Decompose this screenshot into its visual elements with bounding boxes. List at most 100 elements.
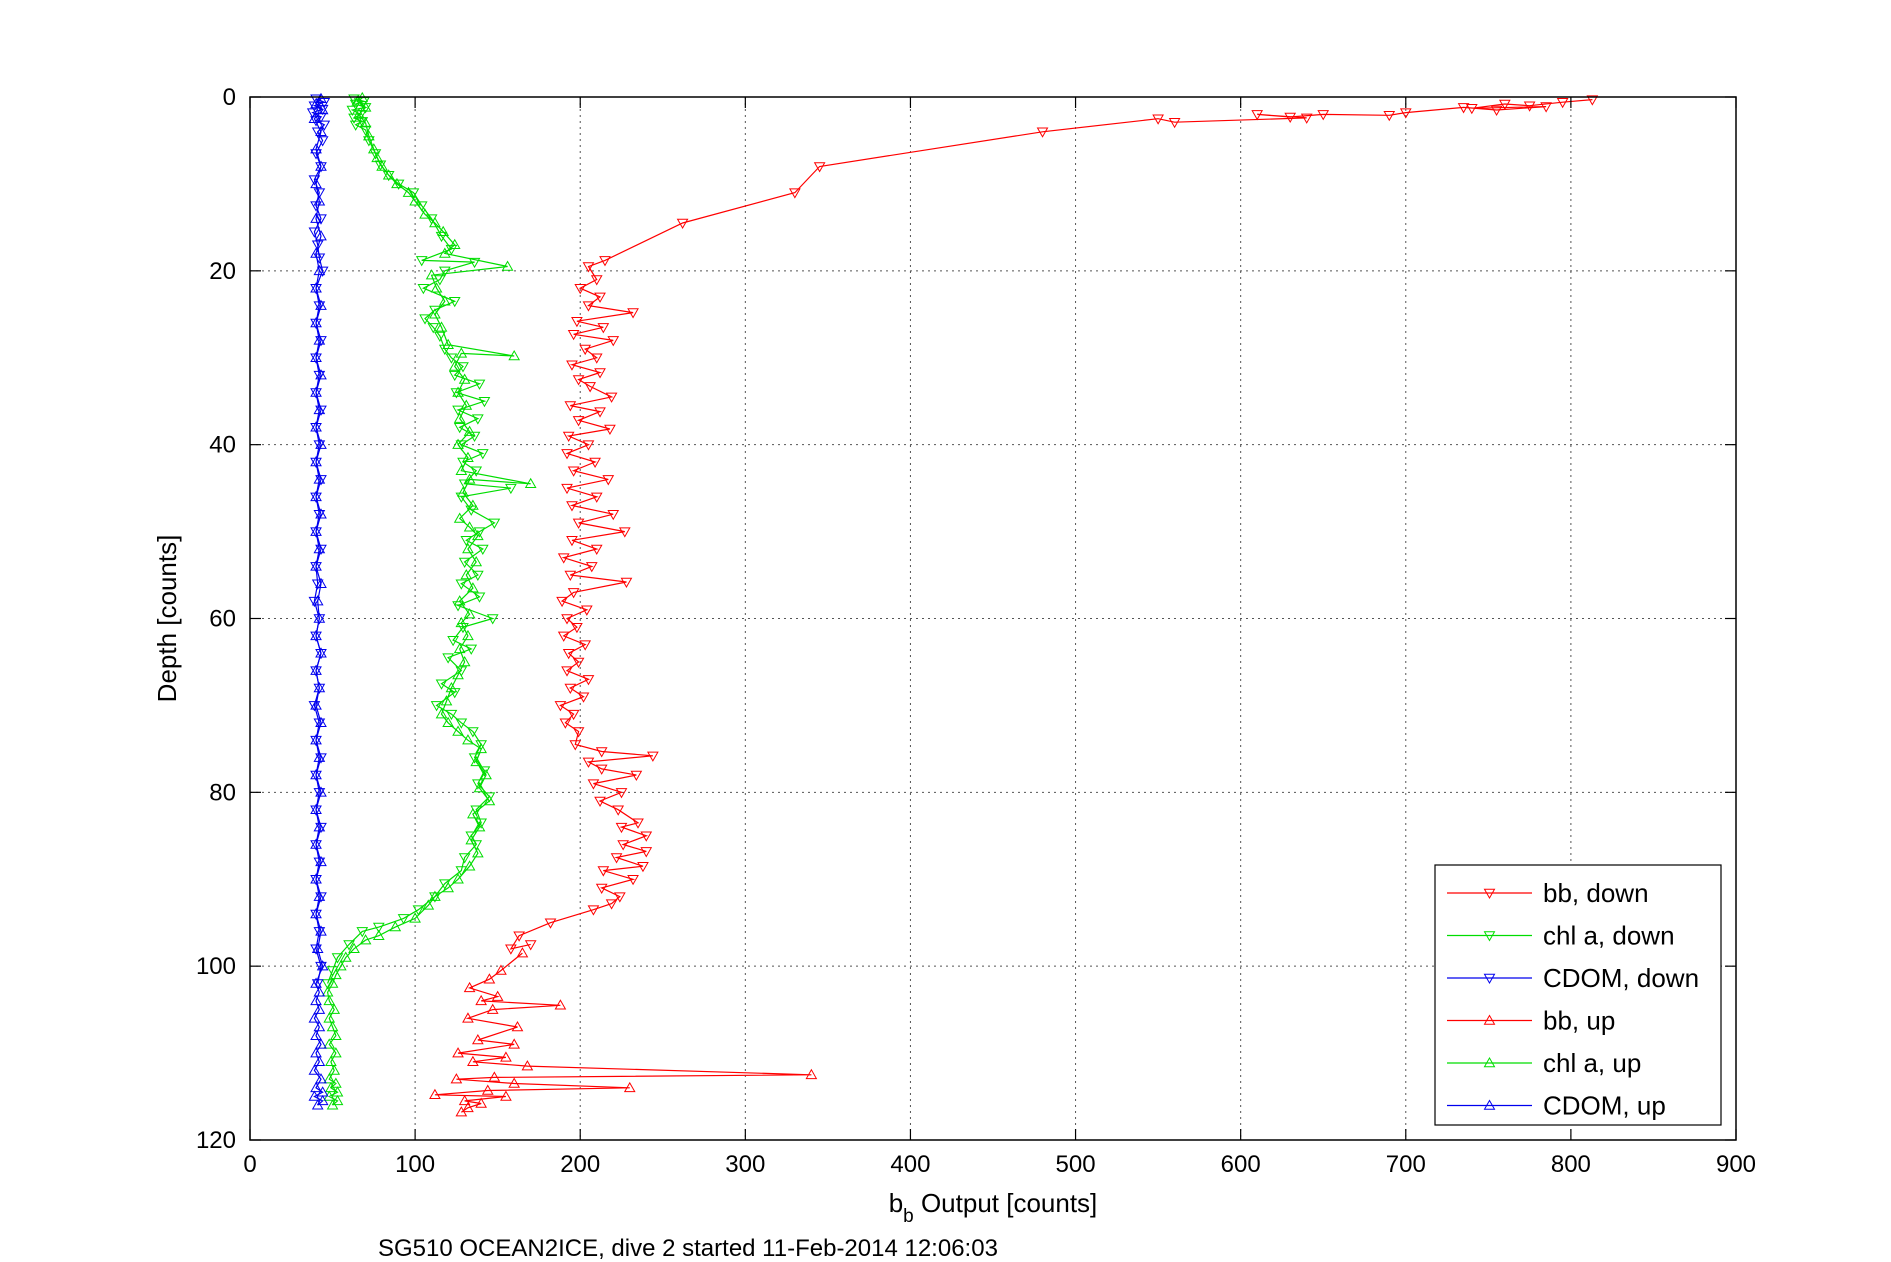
data-point: [458, 557, 471, 569]
data-point: [488, 1071, 501, 1082]
x-tick-label: 600: [1221, 1151, 1261, 1178]
data-point: [589, 457, 601, 469]
data-point: [676, 218, 689, 230]
legend-marker: [1483, 1014, 1496, 1025]
data-point: [615, 822, 628, 834]
data-point: [323, 1012, 336, 1023]
data-point: [524, 477, 537, 489]
data-point: [457, 486, 469, 497]
data-point: [594, 407, 606, 418]
data-point: [308, 1090, 321, 1101]
data-point: [567, 330, 580, 341]
data-point: [605, 392, 618, 403]
data-point: [463, 860, 476, 871]
data-point: [310, 282, 322, 293]
data-point: [813, 162, 826, 173]
x-tick-labels: 0 100 200 300 400 500 600 700 800 900: [243, 1151, 1756, 1178]
data-point: [1465, 104, 1478, 115]
data-point: [329, 1029, 342, 1040]
data-point: [310, 456, 322, 467]
data-point: [315, 214, 327, 225]
data-point: [618, 527, 631, 538]
data-point: [1300, 113, 1313, 124]
data-point: [310, 318, 322, 329]
data-point: [468, 257, 481, 269]
data-point: [310, 1029, 322, 1040]
data-point: [453, 642, 466, 654]
data-point: [308, 1012, 321, 1023]
x-tick-label: 400: [890, 1151, 930, 1178]
x-tick-label: 700: [1386, 1151, 1426, 1178]
legend-entry: bb, down: [1447, 878, 1649, 908]
data-point: [605, 899, 618, 910]
data-point: [442, 653, 454, 664]
data-point: [587, 905, 600, 916]
data-point: [313, 1021, 326, 1032]
data-point: [315, 438, 327, 449]
data-point: [640, 831, 653, 842]
data-point: [315, 786, 327, 797]
data-point: [562, 649, 575, 660]
data-point: [310, 838, 322, 849]
data-point: [313, 334, 326, 345]
data-point: [339, 951, 352, 962]
data-point: [1556, 97, 1569, 109]
data-point: [315, 475, 327, 486]
data-point: [557, 631, 570, 642]
data-point: [574, 283, 587, 295]
data-point: [467, 808, 479, 819]
data-point: [508, 1038, 521, 1049]
data-point: [311, 595, 324, 606]
data-point: [310, 629, 322, 641]
series-5: [308, 92, 329, 1110]
data-point: [630, 770, 643, 781]
data-point: [310, 560, 322, 571]
data-point: [554, 999, 567, 1010]
data-point: [372, 922, 385, 934]
x-tick-label: 200: [560, 1151, 600, 1178]
data-point: [323, 1038, 336, 1049]
x-axis-title: bb Output [counts]: [889, 1188, 1098, 1227]
data-point: [448, 297, 461, 308]
data-point: [310, 94, 322, 105]
data-point: [455, 492, 468, 503]
data-point: [452, 405, 464, 416]
data-point: [584, 382, 596, 393]
data-point: [310, 527, 322, 538]
y-tick-label: 0: [223, 84, 236, 111]
data-point: [315, 92, 327, 103]
data-point: [478, 396, 491, 408]
data-point: [313, 264, 326, 276]
data-point: [374, 160, 387, 171]
data-point: [501, 260, 514, 271]
data-point: [311, 240, 324, 251]
data-point: [348, 94, 360, 105]
data-point: [430, 282, 443, 293]
data-point: [1036, 127, 1049, 138]
data-point: [308, 701, 321, 712]
data-point: [415, 256, 428, 267]
data-point: [306, 108, 319, 119]
data-point: [561, 449, 573, 460]
data-point: [353, 108, 365, 119]
data-point: [462, 451, 474, 462]
data-point: [495, 964, 507, 975]
data-point: [452, 873, 464, 884]
data-point: [310, 212, 322, 223]
data-point: [349, 120, 362, 131]
data-point: [334, 960, 347, 971]
data-point: [435, 679, 448, 690]
data-point: [463, 425, 476, 436]
data-point: [572, 657, 585, 668]
data-point: [310, 805, 322, 816]
tick-marks: [249, 96, 1737, 1141]
data-point: [457, 622, 469, 634]
data-point: [789, 188, 801, 199]
data-point: [615, 788, 628, 799]
series-line: [326, 97, 531, 1106]
data-point: [458, 655, 471, 667]
data-point: [516, 947, 529, 958]
data-point: [627, 875, 639, 886]
data-point: [310, 994, 322, 1006]
data-point: [316, 104, 329, 115]
